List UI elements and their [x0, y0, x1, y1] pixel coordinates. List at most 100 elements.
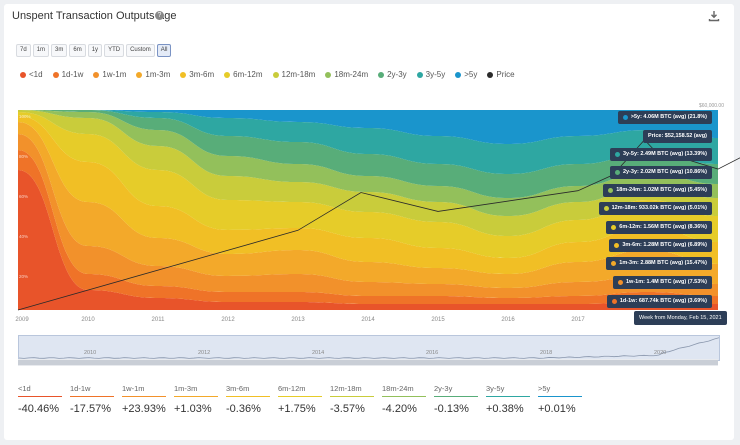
range-button-ytd[interactable]: YTD [104, 44, 125, 57]
legend-dot [20, 71, 26, 78]
area-gt5y [18, 110, 718, 144]
tooltip-row: 18m-24m: 1.02M BTC (avg) (5.45%) [603, 184, 712, 197]
range-button-3m[interactable]: 3m [51, 44, 68, 57]
y-tick-label: 80% [19, 154, 28, 159]
legend-dot [455, 71, 462, 78]
tooltip-text: 1d-1w: 687.74k BTC (avg) (3.69%) [619, 298, 707, 304]
legend-label: Price [496, 70, 515, 79]
tooltip-text: 6m-12m: 1.56M BTC (avg) (8.36%) [619, 224, 707, 230]
legend-dot [224, 71, 231, 78]
legend-label: 3m-6m [189, 70, 215, 79]
range-button-all[interactable]: All [156, 44, 172, 57]
change-label: 6m-12m [278, 384, 322, 397]
change-label: 1m-3m [174, 384, 218, 397]
legend-item[interactable]: 2y-3y [378, 70, 407, 79]
tooltip-dot [608, 188, 614, 193]
legend-item[interactable]: 18m-24m [325, 70, 368, 79]
change-value: +0.01% [538, 403, 576, 415]
scrollbar-thumb[interactable] [18, 360, 718, 365]
change-item: 12m-18m -3.57% [330, 384, 382, 415]
change-item: 18m-24m -4.20% [382, 384, 434, 415]
area-3m-6m [18, 116, 718, 274]
x-tick-label: 2015 [431, 317, 445, 323]
change-label: 3m-6m [226, 384, 270, 397]
change-label: <1d [18, 384, 62, 397]
change-value: -40.46% [18, 403, 59, 415]
legend-label: 2y-3y [387, 70, 407, 79]
change-value: -3.57% [330, 403, 365, 415]
change-label: 2y-3y [434, 384, 478, 397]
legend-item[interactable]: <1d [20, 70, 43, 79]
y-tick-label: 40% [19, 234, 28, 239]
tooltip-text: 3y-5y: 2.49M BTC (avg) (13.39%) [622, 151, 707, 157]
y-tick-label: 20% [19, 274, 28, 279]
change-value: +23.93% [122, 403, 166, 415]
area-chart: 2009201020112012201320142015201620172018… [15, 103, 740, 323]
tooltip-dot [611, 299, 617, 304]
navigator-scrollbar[interactable] [18, 359, 718, 366]
tooltip-dot [622, 115, 628, 120]
y-tick-label: 100% [19, 114, 31, 119]
legend-item[interactable]: 3y-5y [416, 70, 446, 79]
chart-title: Unspent Transaction Outputs Age [12, 10, 177, 22]
tooltip-row: 3y-5y: 2.49M BTC (avg) (13.39%) [609, 148, 712, 161]
legend-item[interactable]: 1d-1w [52, 70, 84, 79]
tooltip-text: 1w-1m: 1.4M BTC (avg) (7.53%) [626, 279, 707, 285]
legend-label: 1w-1m [102, 70, 127, 79]
change-value: +1.75% [278, 403, 316, 415]
legend-item[interactable]: 6m-12m [224, 70, 263, 79]
legend-dot [416, 71, 423, 78]
area-6m-12m [18, 112, 718, 258]
area-1m-3m [18, 122, 718, 288]
legend-item[interactable]: 12m-18m [272, 70, 316, 79]
navigator-year-label: 2012 [198, 350, 211, 356]
navigator-series [18, 337, 720, 359]
range-button-1m[interactable]: 1m [32, 44, 50, 57]
tooltip-dot [614, 170, 620, 175]
navigator-year-label: 2016 [426, 350, 439, 356]
change-label: 1w-1m [122, 384, 166, 397]
x-tick-label: 2010 [81, 317, 95, 323]
navigator-year-label: 2014 [312, 350, 325, 356]
tooltip-row: Price: $52,158.52 (avg) [642, 130, 712, 143]
change-item: 1d-1w -17.57% [70, 384, 122, 415]
tooltip-row: 12m-18m: 933.02k BTC (avg) (5.01%) [598, 202, 712, 215]
tooltip-text: 1m-3m: 2.88M BTC (avg) (15.47%) [619, 260, 707, 266]
change-summary: <1d -40.46% 1d-1w -17.57% 1w-1m +23.93% 1m-3m +… [18, 384, 590, 415]
tooltip-text: 12m-18m: 933.02k BTC (avg) (5.01%) [611, 205, 707, 211]
legend-label: 1d-1w [61, 70, 84, 79]
area-lt1d [18, 170, 718, 310]
change-value: -0.36% [226, 403, 261, 415]
tooltip-text: >5y: 4.06M BTC (avg) (21.8%) [630, 114, 707, 120]
tooltip-row: >5y: 4.06M BTC (avg) (21.8%) [617, 111, 712, 124]
change-value: -0.13% [434, 403, 469, 415]
range-button-7d[interactable]: 7d [16, 44, 31, 57]
legend-label: >5y [464, 70, 478, 79]
legend-item[interactable]: 3m-6m [180, 70, 214, 79]
x-tick-label: 2011 [152, 317, 166, 323]
tooltip-dot [614, 152, 620, 157]
navigator[interactable] [18, 335, 720, 361]
legend-label: 12m-18m [281, 70, 316, 79]
legend-item[interactable]: Price [487, 70, 515, 79]
legend-item[interactable]: 1m-3m [136, 70, 170, 79]
legend-item[interactable]: 1w-1m [93, 70, 126, 79]
help-icon[interactable]: ? [155, 11, 164, 20]
range-button-6m[interactable]: 6m [69, 44, 86, 57]
legend-dot [180, 71, 187, 78]
range-button-custom[interactable]: Custom [126, 44, 155, 57]
legend-item[interactable]: >5y [455, 70, 477, 79]
legend-label: 18m-24m [334, 70, 369, 79]
tooltip-text: 2y-3y: 2.02M BTC (avg) (10.86%) [622, 169, 707, 175]
download-icon[interactable] [708, 10, 720, 22]
tooltip-text: Price: $52,158.52 (avg) [647, 133, 707, 139]
legend-dot [52, 71, 59, 78]
range-button-1y[interactable]: 1y [87, 44, 103, 57]
price-axis-top: $60,000.00 [699, 103, 724, 109]
change-item: 2y-3y -0.13% [434, 384, 486, 415]
change-label: >5y [538, 384, 582, 397]
x-tick-label: 2016 [501, 317, 515, 323]
legend-label: 3y-5y [425, 70, 446, 79]
change-value: -17.57% [70, 403, 111, 415]
tooltip-row: 3m-6m: 1.28M BTC (avg) (6.89%) [609, 239, 712, 252]
